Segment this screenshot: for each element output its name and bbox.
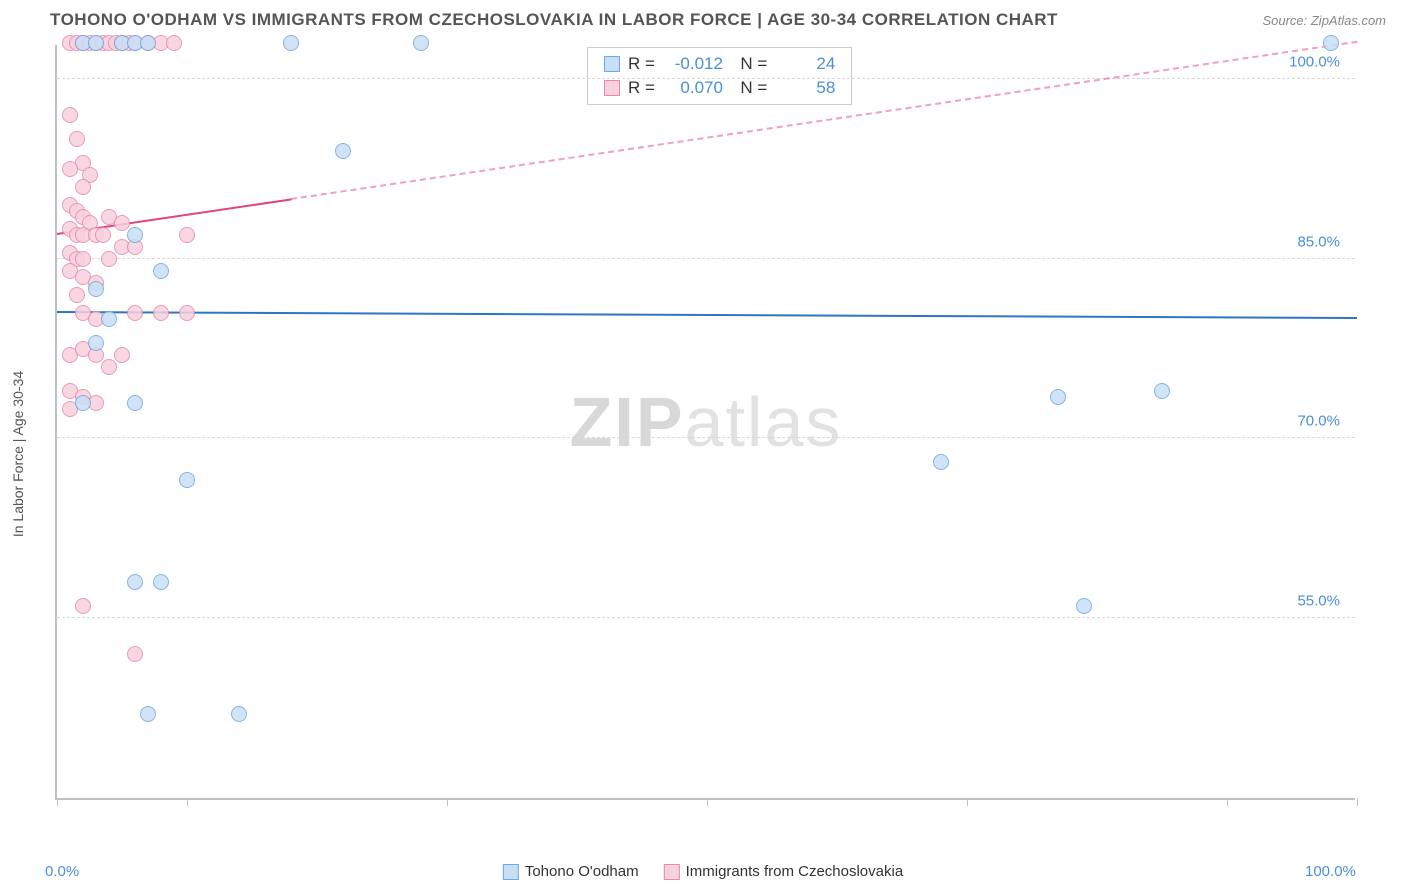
data-point — [166, 35, 182, 51]
legend-item-2: Immigrants from Czechoslovakia — [664, 863, 904, 880]
legend-label-1: Tohono O'odham — [525, 863, 639, 880]
data-point — [335, 143, 351, 159]
data-point — [127, 227, 143, 243]
data-point — [101, 311, 117, 327]
x-tick — [57, 798, 58, 806]
trendline-solid — [57, 311, 1357, 319]
data-point — [1154, 383, 1170, 399]
x-tick — [187, 798, 188, 806]
data-point — [933, 454, 949, 470]
x-axis-max-label: 100.0% — [1305, 863, 1356, 880]
data-point — [75, 251, 91, 267]
data-point — [231, 706, 247, 722]
watermark: ZIPatlas — [570, 382, 843, 462]
data-point — [101, 359, 117, 375]
data-point — [75, 179, 91, 195]
scatter-plot: ZIPatlas R = -0.012 N = 24 R = 0.070 N =… — [55, 45, 1355, 800]
data-point — [153, 263, 169, 279]
data-point — [413, 35, 429, 51]
data-point — [69, 131, 85, 147]
gridline — [57, 258, 1355, 259]
legend-swatch-1 — [503, 864, 519, 880]
x-axis-min-label: 0.0% — [45, 863, 79, 880]
data-point — [153, 305, 169, 321]
data-point — [127, 574, 143, 590]
data-point — [1050, 389, 1066, 405]
y-tick-label: 100.0% — [1289, 53, 1340, 70]
data-point — [114, 347, 130, 363]
x-tick — [707, 798, 708, 806]
data-point — [179, 305, 195, 321]
x-tick — [447, 798, 448, 806]
data-point — [179, 227, 195, 243]
data-point — [88, 335, 104, 351]
data-point — [179, 472, 195, 488]
data-point — [127, 395, 143, 411]
r-value-1: -0.012 — [663, 54, 723, 74]
n-value-1: 24 — [775, 54, 835, 74]
x-tick — [1357, 798, 1358, 806]
data-point — [127, 305, 143, 321]
data-point — [62, 107, 78, 123]
chart-title: TOHONO O'ODHAM VS IMMIGRANTS FROM CZECHO… — [50, 10, 1058, 30]
source-label: Source: ZipAtlas.com — [1262, 13, 1386, 28]
r-value-2: 0.070 — [663, 78, 723, 98]
stats-box: R = -0.012 N = 24 R = 0.070 N = 58 — [587, 47, 852, 105]
y-tick-label: 85.0% — [1297, 233, 1340, 250]
x-tick — [967, 798, 968, 806]
stats-row-2: R = 0.070 N = 58 — [604, 76, 835, 100]
swatch-series2 — [604, 80, 620, 96]
data-point — [127, 646, 143, 662]
x-tick — [1227, 798, 1228, 806]
legend-label-2: Immigrants from Czechoslovakia — [686, 863, 904, 880]
title-bar: TOHONO O'ODHAM VS IMMIGRANTS FROM CZECHO… — [50, 10, 1386, 30]
data-point — [140, 706, 156, 722]
data-point — [1323, 35, 1339, 51]
legend-item-1: Tohono O'odham — [503, 863, 639, 880]
data-point — [88, 35, 104, 51]
legend-swatch-2 — [664, 864, 680, 880]
data-point — [88, 281, 104, 297]
legend: Tohono O'odham Immigrants from Czechoslo… — [503, 863, 903, 880]
data-point — [69, 287, 85, 303]
n-value-2: 58 — [775, 78, 835, 98]
data-point — [101, 251, 117, 267]
watermark-main: ZIP — [570, 383, 685, 461]
y-tick-label: 55.0% — [1297, 593, 1340, 610]
data-point — [114, 215, 130, 231]
data-point — [95, 227, 111, 243]
watermark-sub: atlas — [685, 383, 843, 461]
data-point — [283, 35, 299, 51]
gridline — [57, 78, 1355, 79]
swatch-series1 — [604, 56, 620, 72]
gridline — [57, 617, 1355, 618]
y-axis-title: In Labor Force | Age 30-34 — [10, 371, 26, 537]
data-point — [153, 574, 169, 590]
data-point — [75, 598, 91, 614]
data-point — [1076, 598, 1092, 614]
y-tick-label: 70.0% — [1297, 413, 1340, 430]
stats-row-1: R = -0.012 N = 24 — [604, 52, 835, 76]
gridline — [57, 437, 1355, 438]
data-point — [140, 35, 156, 51]
data-point — [75, 395, 91, 411]
data-point — [62, 161, 78, 177]
